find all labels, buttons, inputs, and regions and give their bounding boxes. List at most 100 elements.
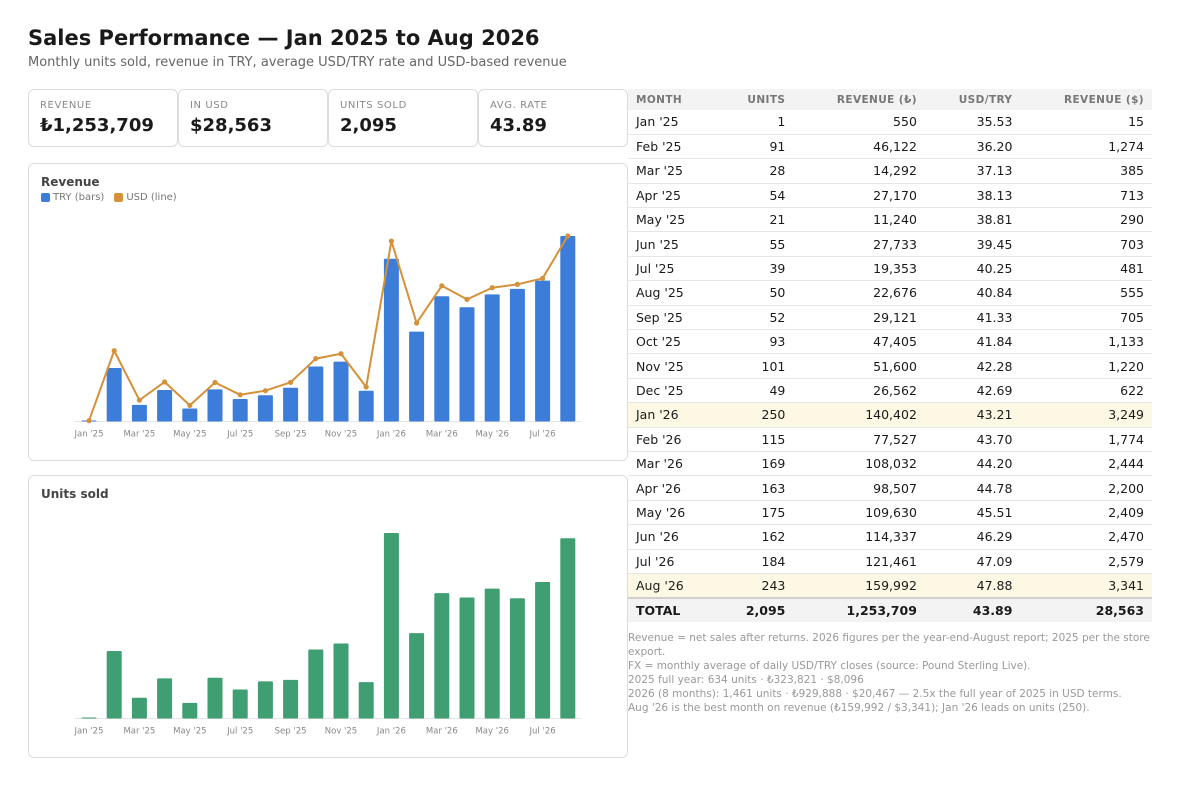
table-row: Jul '26 184 121,461 47.09 2,579 — [628, 549, 1152, 574]
usd-point-jun25 — [212, 379, 218, 386]
table-cell: 52 — [717, 305, 794, 331]
usd-point-nov25 — [338, 351, 344, 357]
usd-point-jan25 — [86, 418, 92, 424]
bar-apr26 — [459, 597, 475, 719]
table-row: Jan '26 250 140,402 43.21 3,249 — [628, 402, 1152, 428]
usd-point-jan26 — [388, 238, 394, 244]
table-cell: 169 — [717, 451, 794, 477]
table-cell: 45.51 — [924, 500, 1021, 526]
usd-point-jun26 — [514, 281, 520, 287]
table-row: Apr '25 54 27,170 38.13 713 — [628, 183, 1152, 209]
usd-point-may25 — [187, 402, 193, 408]
column-header: REVENUE (₺) — [793, 89, 925, 110]
table-cell: 41.33 — [924, 305, 1021, 331]
table-cell: 1,220 — [1020, 353, 1152, 379]
table-cell: 91 — [717, 134, 794, 160]
kpi-card-usd: IN USD $28,563 — [178, 89, 328, 147]
legend-item-usd: USD (line) — [114, 192, 177, 203]
x-tick-label: Nov '25 — [325, 430, 357, 440]
x-tick-label: Jan '25 — [74, 430, 104, 440]
footnotes: Revenue = net sales after returns. 2026 … — [628, 631, 1152, 715]
table-cell: 50 — [717, 280, 794, 306]
usd-point-apr26 — [464, 296, 470, 302]
monthly-table-container: MONTH UNITS REVENUE (₺) USD/TRY REVENUE … — [628, 89, 1152, 623]
usd-point-jul26 — [540, 275, 546, 281]
kpi-label: AVG. RATE — [490, 100, 548, 111]
bar-feb25 — [106, 368, 122, 422]
kpi-card-rate: AVG. RATE 43.89 — [478, 89, 628, 147]
bar-jun25 — [207, 677, 223, 719]
table-row: Feb '26 115 77,527 43.70 1,774 — [628, 427, 1152, 452]
kpi-value: $28,563 — [190, 115, 272, 136]
bar-aug25 — [257, 681, 273, 719]
table-cell: 115 — [717, 427, 794, 452]
x-tick-label: Mar '26 — [426, 727, 458, 737]
table-cell: Feb '26 — [628, 427, 718, 452]
usd-point-feb25 — [111, 348, 117, 354]
footnote: FX = monthly average of daily USD/TRY cl… — [628, 660, 1031, 672]
table-cell: 93 — [717, 329, 794, 355]
table-row: Mar '25 28 14,292 37.13 385 — [628, 158, 1152, 184]
table-cell: 39.45 — [924, 231, 1021, 257]
table-cell: 175 — [717, 500, 794, 526]
units-chart-panel: Units sold Jan '25 Mar '25 May '25 Jul '25 S… — [28, 475, 628, 758]
table-row: May '26 175 109,630 45.51 2,409 — [628, 500, 1152, 526]
kpi-label: IN USD — [190, 100, 229, 111]
usd-point-aug25 — [262, 388, 268, 394]
table-cell: 713 — [1020, 183, 1152, 209]
table-cell: 163 — [717, 475, 794, 501]
bar-feb25 — [106, 650, 122, 719]
legend-item-try: TRY (bars) — [41, 192, 104, 203]
usd-point-dec25 — [363, 384, 369, 390]
bar-jan25 — [81, 717, 97, 719]
table-cell: 14,292 — [793, 158, 925, 184]
bar-jun25 — [207, 389, 223, 422]
table-cell: 3,341 — [1020, 573, 1152, 599]
table-cell: Jul '26 — [628, 549, 718, 574]
page-subtitle: Monthly units sold, revenue in TRY, aver… — [28, 55, 567, 70]
usd-point-jul25 — [237, 392, 243, 398]
table-cell: Mar '26 — [628, 451, 718, 477]
table-cell: 35.53 — [924, 110, 1021, 135]
table-cell: 27,733 — [793, 231, 925, 257]
bar-sep25 — [283, 679, 299, 719]
bar-aug25 — [257, 395, 273, 422]
bar-mar25 — [131, 404, 147, 422]
column-header: UNITS — [717, 89, 794, 110]
table-row: Dec '25 49 26,562 42.69 622 — [628, 378, 1152, 404]
chart-title: Units sold — [41, 487, 109, 501]
usd-point-oct25 — [313, 355, 319, 362]
usd-line — [88, 235, 569, 422]
bar-dec25 — [358, 682, 374, 719]
table-cell: 42.69 — [924, 378, 1021, 404]
table-cell: TOTAL — [628, 596, 718, 623]
footnote: 2025 full year: 634 units · ₺323,821 · $… — [628, 674, 864, 686]
bar-jun26 — [509, 288, 525, 422]
table-cell: 2,579 — [1020, 549, 1152, 574]
legend-label: TRY (bars) — [53, 192, 105, 203]
table-row: Apr '26 163 98,507 44.78 2,200 — [628, 475, 1152, 501]
x-tick-label: Mar '25 — [123, 430, 155, 440]
table-cell: Jun '26 — [628, 524, 718, 550]
table-cell: 622 — [1020, 378, 1152, 404]
bar-aug26 — [560, 538, 576, 719]
column-header: MONTH — [628, 89, 718, 110]
kpi-card-revenue: REVENUE ₺1,253,709 — [28, 89, 178, 147]
table-cell: 47.09 — [924, 549, 1021, 574]
bar-nov25 — [333, 643, 349, 719]
table-row: Feb '25 91 46,122 36.20 1,274 — [628, 134, 1152, 160]
usd-point-mar25 — [136, 397, 142, 403]
table-cell: 49 — [717, 378, 794, 404]
bar-mar26 — [434, 296, 450, 422]
table-cell: Jan '25 — [628, 110, 718, 135]
table-cell: 40.25 — [924, 256, 1021, 282]
table-cell: Nov '25 — [628, 353, 718, 379]
bar-jul26 — [535, 581, 551, 719]
table-cell: 385 — [1020, 158, 1152, 184]
table-row: Oct '25 93 47,405 41.84 1,133 — [628, 329, 1152, 355]
table-cell: 2,200 — [1020, 475, 1152, 501]
table-cell: 121,461 — [793, 549, 925, 574]
table-cell: Jul '25 — [628, 256, 718, 282]
usd-point-apr25 — [162, 379, 168, 385]
bar-may26 — [484, 294, 500, 422]
